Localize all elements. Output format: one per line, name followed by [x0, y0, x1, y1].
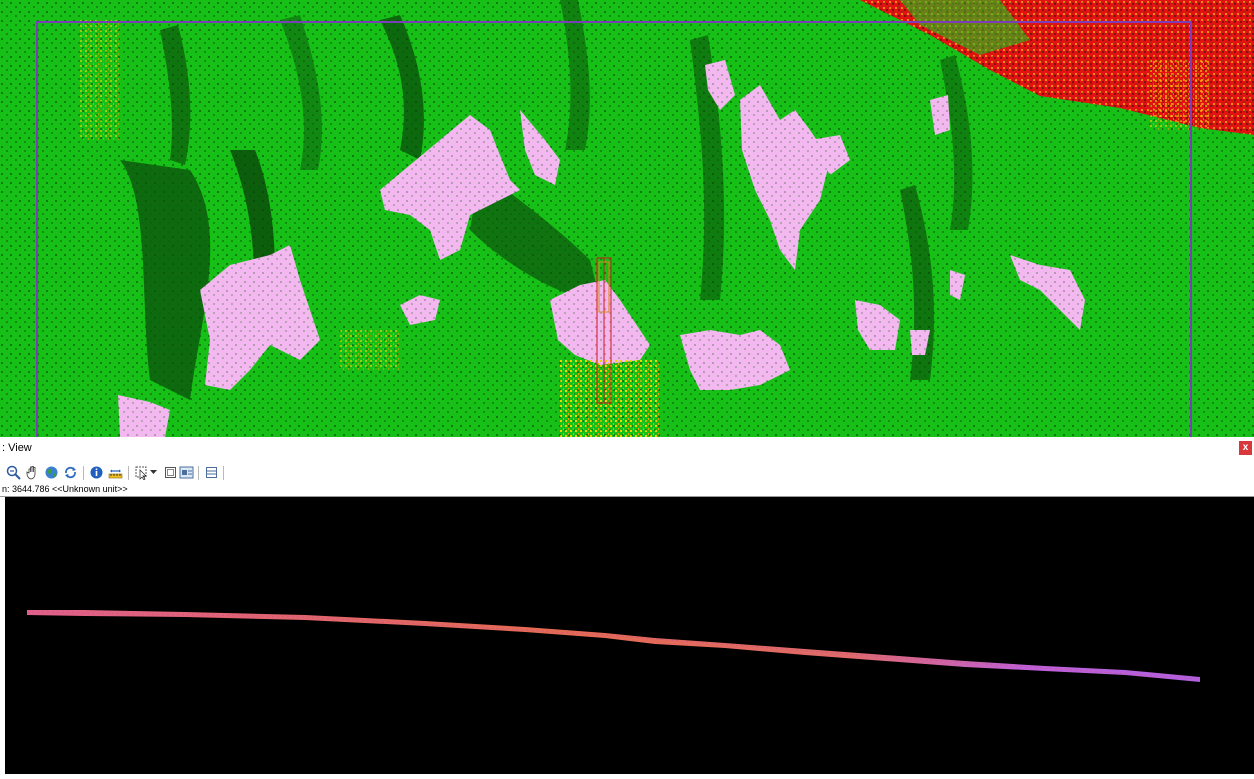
- panel-left-edge: [0, 497, 5, 774]
- refresh-icon[interactable]: [62, 464, 79, 481]
- measure-icon[interactable]: [107, 464, 124, 481]
- pan-hand-icon[interactable]: [24, 464, 41, 481]
- toolbar-separator: [83, 466, 84, 480]
- toolbar-separator: [198, 466, 199, 480]
- map-view[interactable]: [0, 0, 1254, 437]
- point-cloud-map: [0, 0, 1254, 437]
- toolbar-separator: [223, 466, 224, 480]
- status-text: n: 3644.786 <<Unknown unit>>: [2, 484, 128, 494]
- status-line: n: 3644.786 <<Unknown unit>>: [0, 483, 1254, 497]
- profile-point-cloud: [26, 610, 1201, 682]
- frame-icon[interactable]: [162, 464, 179, 481]
- toolbar-separator: [128, 466, 129, 480]
- globe-icon[interactable]: [43, 464, 60, 481]
- select-points-icon[interactable]: [133, 464, 150, 481]
- profile-toolbar: [0, 462, 1254, 484]
- dropdown-arrow-icon[interactable]: [149, 464, 158, 481]
- profile-canvas[interactable]: [5, 497, 1254, 774]
- close-button[interactable]: x: [1239, 441, 1252, 455]
- zoom-out-icon[interactable]: [5, 464, 22, 481]
- view-icon[interactable]: [178, 464, 195, 481]
- info-icon[interactable]: [88, 464, 105, 481]
- profile-view-title: : View: [2, 442, 32, 454]
- profile-view-title-bar: : View x: [0, 437, 1254, 463]
- layout-icon[interactable]: [203, 464, 220, 481]
